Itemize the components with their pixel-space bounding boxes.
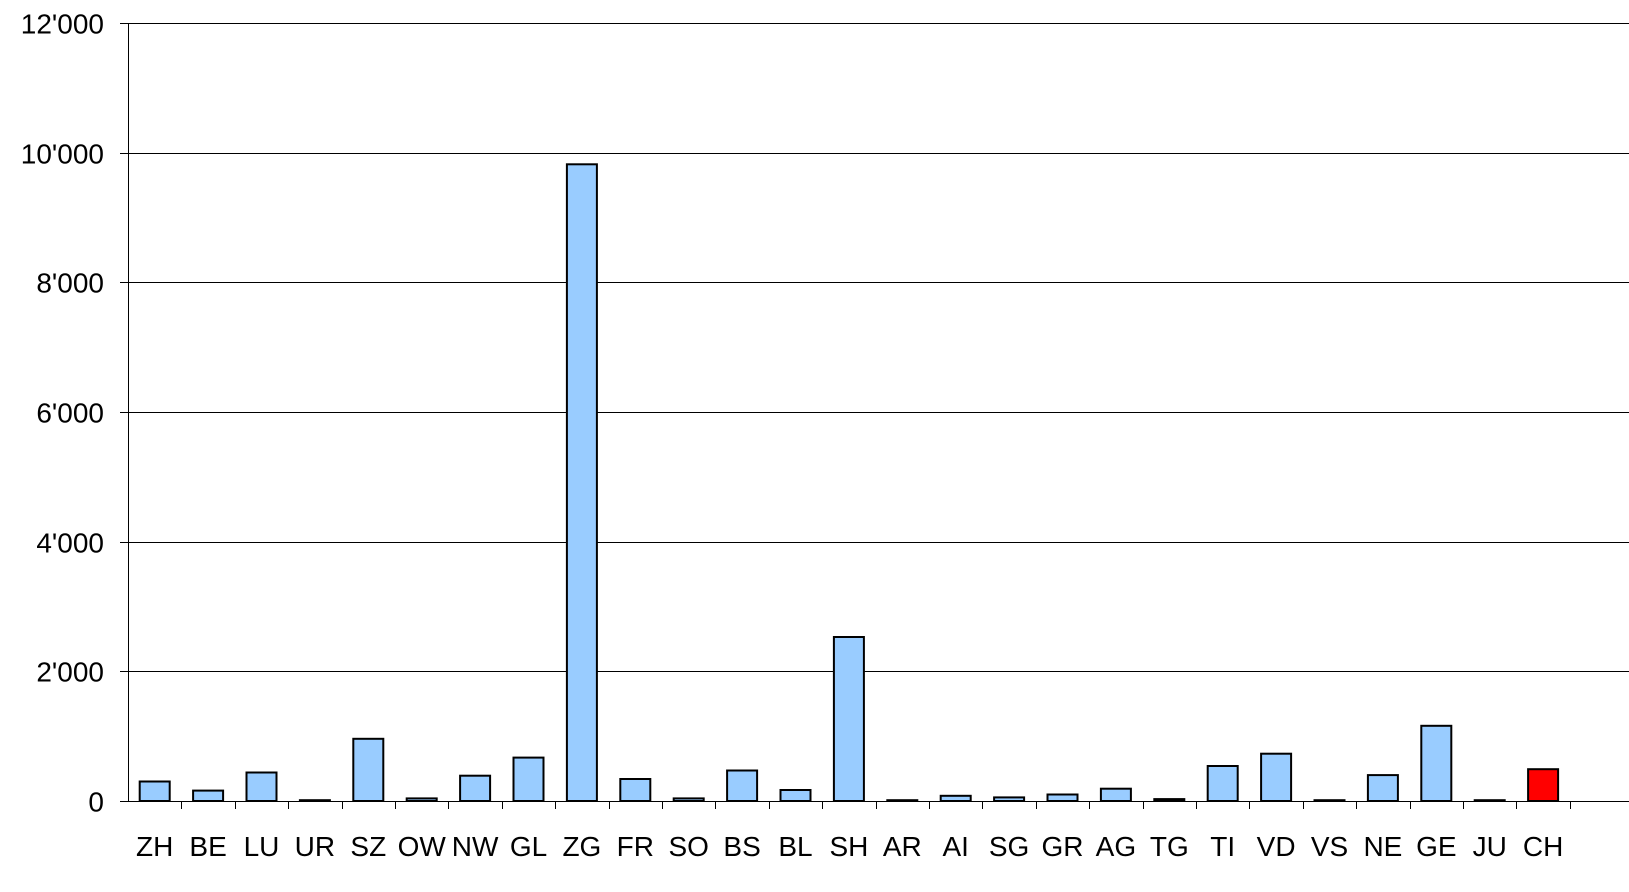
bar-ge (1420, 724, 1453, 802)
y-tick-label: 6'000 (36, 398, 104, 429)
x-tick-label: NW (452, 831, 499, 862)
y-tick-label: 12'000 (21, 9, 104, 40)
bar-ti (1206, 765, 1239, 802)
x-tick-label: AR (883, 831, 922, 862)
y-tick-label: 2'000 (36, 657, 104, 688)
y-tick-label: 8'000 (36, 268, 104, 299)
y-tick-label: 0 (88, 787, 104, 818)
bar-lu (245, 771, 278, 802)
bar-zg (565, 163, 598, 803)
bar-sz (352, 737, 385, 802)
bar-so (672, 797, 705, 803)
x-tick-label: SZ (350, 831, 386, 862)
bar-vs (1313, 799, 1346, 803)
x-tick-label: TI (1210, 831, 1235, 862)
bar-sh (832, 636, 865, 802)
bar-be (192, 789, 225, 802)
bar-fr (619, 778, 652, 802)
x-tick-label: BL (778, 831, 812, 862)
bar-nw (459, 774, 492, 803)
x-tick-label: BS (723, 831, 760, 862)
x-tick-label: BE (189, 831, 226, 862)
x-tick-label: LU (244, 831, 280, 862)
bar-ag (1099, 787, 1132, 803)
x-tick-label: ZH (136, 831, 173, 862)
bar-ar (886, 799, 919, 803)
bar-ch (1527, 768, 1560, 803)
x-tick-label: VD (1257, 831, 1296, 862)
x-tick-label: NE (1363, 831, 1402, 862)
bar-gr (1046, 793, 1079, 802)
bars (138, 163, 1560, 803)
x-tick-label: VS (1311, 831, 1348, 862)
gridlines (128, 23, 1629, 672)
x-tick-label: TG (1150, 831, 1189, 862)
bar-sg (993, 796, 1026, 803)
x-tick-label: ZG (562, 831, 601, 862)
bar-tg (1153, 798, 1186, 802)
tick-labels: 0 2'000 4'000 6'000 8'000 10'000 12'000 ZH BE LU U… (21, 9, 1564, 863)
y-tick-label: 4'000 (36, 528, 104, 559)
x-tick-label: SH (829, 831, 868, 862)
bar-ju (1473, 799, 1506, 803)
y-tick-label: 10'000 (21, 139, 104, 170)
bar-ne (1366, 774, 1399, 802)
bar-bs (726, 769, 759, 802)
x-tick-label: CH (1523, 831, 1563, 862)
x-tick-label: AG (1096, 831, 1136, 862)
bar-ur (298, 799, 331, 803)
bar-zh (138, 780, 171, 802)
bar-bl (779, 789, 812, 802)
x-tick-label: SG (989, 831, 1029, 862)
x-tick-label: FR (617, 831, 654, 862)
x-tick-label: AI (942, 831, 968, 862)
x-tick-label: GL (510, 831, 547, 862)
x-tick-label: JU (1473, 831, 1507, 862)
x-tick-label: GR (1042, 831, 1084, 862)
bar-vd (1260, 752, 1293, 803)
bar-gl (512, 756, 545, 802)
x-tick-label: SO (668, 831, 708, 862)
axes (120, 23, 1629, 809)
x-tick-label: UR (295, 831, 335, 862)
bar-ai (939, 794, 972, 802)
x-tick-label: GE (1416, 831, 1456, 862)
bar-ow (405, 797, 438, 803)
x-tick-label: OW (398, 831, 447, 862)
